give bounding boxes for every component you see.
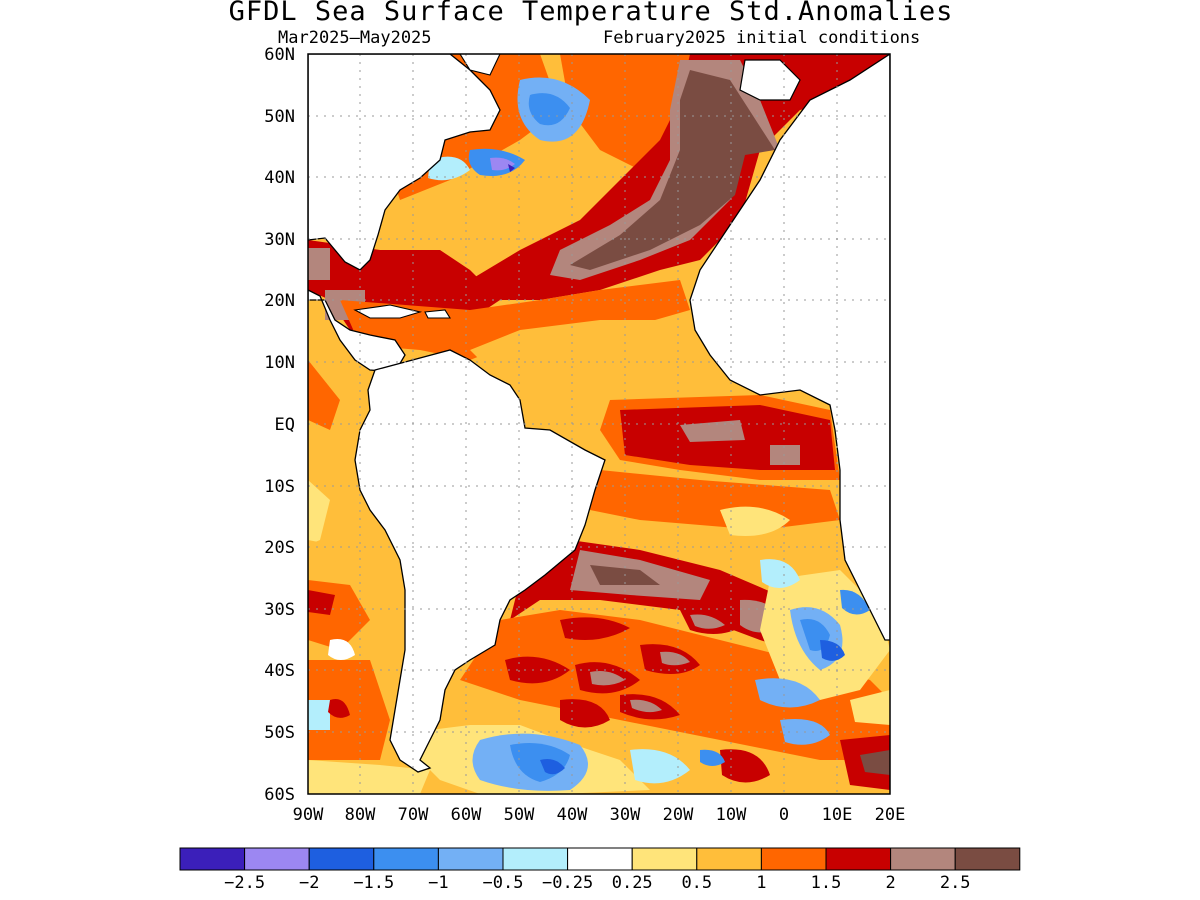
colorbar-label: −1 <box>428 873 448 893</box>
lat-label: 40S <box>264 661 295 681</box>
lat-label: 50S <box>264 723 295 743</box>
colorbar-label: −2.5 <box>224 873 265 893</box>
central-america-land <box>308 289 406 373</box>
colorbar-swatch <box>308 847 375 871</box>
lat-axis: 60N 50N 40N 30N 20N 10N EQ 10S 20S 30S 4… <box>264 45 295 805</box>
colorbar-swatch <box>502 847 569 871</box>
cuba-land <box>353 304 423 319</box>
lon-label: 40W <box>557 805 588 825</box>
colorbar-swatch <box>760 847 827 871</box>
lat-label: 50N <box>264 107 295 127</box>
colorbar-swatch <box>244 847 310 871</box>
lon-label: 90W <box>293 805 324 825</box>
colorbar-swatch <box>373 847 439 871</box>
lon-label: 60W <box>451 805 482 825</box>
lon-label: 30W <box>610 805 641 825</box>
colorbar-swatch <box>696 847 762 871</box>
colorbar-label: 2 <box>885 873 895 893</box>
colorbar-swatch <box>631 847 698 871</box>
map-title: GFDL Sea Surface Temperature Std.Anomali… <box>228 0 954 27</box>
colorbar-label: −2 <box>299 873 319 893</box>
lon-label: 10W <box>716 805 747 825</box>
colorbar-label: −0.5 <box>483 873 524 893</box>
map-frame <box>307 53 891 795</box>
initial-conditions: February2025 initial conditions <box>603 28 921 48</box>
colorbar-label: −1.5 <box>353 873 394 893</box>
lat-label: 20S <box>264 538 295 558</box>
colorbar-label: 1.5 <box>811 873 842 893</box>
lat-label: 10N <box>264 353 295 373</box>
colorbar-label: 0.5 <box>681 873 712 893</box>
lon-label: 70W <box>398 805 429 825</box>
lat-label: 20N <box>264 291 295 311</box>
lon-label: 20W <box>663 805 694 825</box>
colorbar-label: 0.25 <box>612 873 653 893</box>
lat-label: 60S <box>264 785 295 805</box>
lat-label: EQ <box>275 415 295 435</box>
south-america-land <box>354 349 606 773</box>
colorbar-label: 1 <box>756 873 766 893</box>
lon-label: 10E <box>822 805 853 825</box>
lat-label: 40N <box>264 168 295 188</box>
colorbar-swatch <box>179 847 246 871</box>
lon-label: 20E <box>875 805 906 825</box>
graticule <box>308 54 890 794</box>
colorbar-swatch <box>567 847 633 871</box>
hispaniola-land <box>424 309 451 319</box>
lon-axis: 90W 80W 70W 60W 50W 40W 30W 20W 10W 0 10… <box>293 805 906 825</box>
lat-label: 10S <box>264 477 295 497</box>
europe-land <box>739 59 801 101</box>
colorbar: −2.5 −2 −1.5 −1 −0.5 −0.25 0.25 0.5 1 1.5 2 2.5 <box>179 847 1021 893</box>
greenland-edge <box>459 54 501 76</box>
colorbar-swatch <box>825 847 892 871</box>
forecast-period: Mar2025—May2025 <box>278 28 432 48</box>
colorbar-label: 2.5 <box>940 873 971 893</box>
lat-label: 30N <box>264 230 295 250</box>
lon-label: 80W <box>345 805 376 825</box>
lon-label: 50W <box>504 805 535 825</box>
africa-land <box>689 54 890 641</box>
colorbar-swatch <box>437 847 504 871</box>
anomaly-field <box>308 54 890 794</box>
colorbar-label: −0.25 <box>542 873 593 893</box>
lat-label: 60N <box>264 45 295 65</box>
north-america-land <box>308 54 501 271</box>
colorbar-swatch <box>954 847 1021 871</box>
lon-label: 0 <box>779 805 789 825</box>
lat-label: 30S <box>264 600 295 620</box>
colorbar-swatch <box>890 847 956 871</box>
